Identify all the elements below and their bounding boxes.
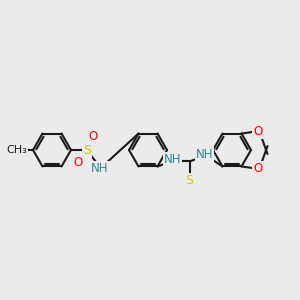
Text: CH₃: CH₃: [7, 145, 27, 155]
Text: O: O: [253, 162, 262, 175]
Text: NH: NH: [196, 148, 213, 161]
Text: O: O: [253, 125, 262, 138]
Text: NH: NH: [91, 161, 109, 175]
Text: NH: NH: [164, 153, 181, 166]
Text: S: S: [83, 143, 91, 157]
Text: O: O: [88, 130, 98, 143]
Text: O: O: [74, 157, 82, 169]
Text: S: S: [185, 174, 194, 187]
